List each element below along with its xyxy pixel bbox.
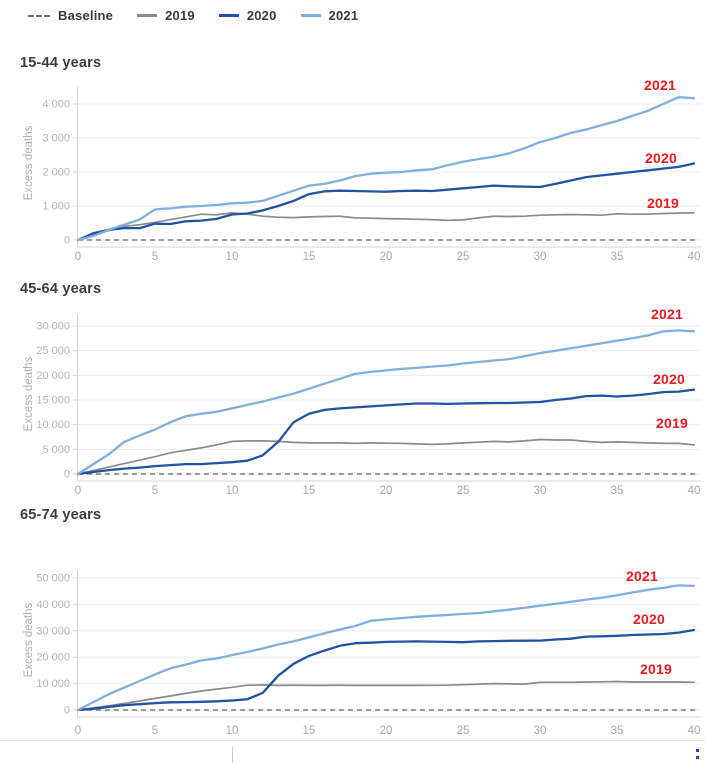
legend-item-2020[interactable]: 2020 [218, 8, 277, 23]
bottom-divider [0, 740, 705, 741]
legend-item-2021[interactable]: 2021 [300, 8, 359, 23]
x-tick-label: 10 [226, 251, 239, 263]
x-tick-label: 0 [75, 485, 81, 497]
line-chart-15-44: 0 1 000 2 000 3 000 4 000 0 5 10 15 20 25 30 35 40 Exc… [23, 86, 701, 263]
line-swatch-2019-icon [137, 14, 158, 17]
y-tick-label: 4 000 [42, 99, 70, 111]
x-tick-label: 30 [534, 251, 547, 263]
footer-tick-mark [232, 746, 233, 763]
x-tick-label: 35 [611, 485, 624, 497]
y-tick-label: 0 [64, 705, 70, 717]
annotation-2021: 2021 [626, 568, 658, 584]
line-chart-45-64: 0 5 000 10 000 15 000 20 000 25 000 30 000 0 5 10… [23, 314, 701, 497]
chart-title-45-64: 45-64 years [20, 281, 102, 297]
y-tick-label: 0 [64, 469, 70, 481]
x-tick-label: 5 [152, 725, 158, 737]
x-tick-label: 20 [380, 251, 393, 263]
x-tick-label: 5 [152, 251, 158, 263]
y-tick-label: 20 000 [36, 370, 70, 382]
x-tick-label: 20 [380, 485, 393, 497]
y-tick-label: 25 000 [36, 345, 70, 357]
x-tick-label: 40 [688, 485, 701, 497]
annotation-2021: 2021 [651, 306, 683, 322]
x-tick-label: 0 [75, 725, 81, 737]
y-axis-title: Excess deaths [23, 356, 35, 431]
x-tick-label: 10 [226, 485, 239, 497]
x-tick-label: 0 [75, 251, 81, 263]
series-line-2020 [76, 388, 696, 476]
x-tick-label: 15 [303, 485, 316, 497]
legend-label: 2021 [328, 8, 359, 23]
y-tick-label: 3 000 [42, 133, 70, 145]
annotation-2020: 2020 [645, 150, 677, 166]
x-tick-label: 40 [688, 725, 701, 737]
annotation-2019: 2019 [656, 415, 688, 431]
y-tick-label: 30 000 [36, 321, 70, 333]
x-tick-label: 25 [457, 725, 470, 737]
annotation-2020: 2020 [633, 611, 665, 627]
x-tick-label: 15 [303, 251, 316, 263]
y-tick-label: 30 000 [36, 625, 70, 637]
series-line-2020 [76, 162, 696, 242]
y-tick-label: 2 000 [42, 167, 70, 179]
legend-item-2019[interactable]: 2019 [137, 8, 195, 23]
series-line-2019 [77, 438, 695, 475]
x-tick-label: 35 [611, 251, 624, 263]
y-tick-label: 5 000 [42, 444, 70, 456]
y-tick-label: 15 000 [36, 395, 70, 407]
x-tick-label: 25 [457, 485, 470, 497]
y-tick-label: 10 000 [36, 419, 70, 431]
x-tick-label: 30 [534, 725, 547, 737]
legend-item-baseline[interactable]: Baseline [28, 8, 113, 23]
legend-label: Baseline [58, 8, 114, 23]
legend-label: 2019 [165, 8, 195, 23]
line-swatch-2020-icon [218, 14, 239, 17]
y-tick-label: 0 [64, 235, 70, 247]
annotation-2019: 2019 [640, 661, 672, 677]
y-axis-title: Excess deaths [23, 125, 35, 200]
x-tick-label: 35 [611, 725, 624, 737]
series-line-2021 [76, 96, 696, 242]
annotation-2019: 2019 [647, 195, 679, 211]
y-tick-label: 1 000 [42, 201, 70, 213]
x-tick-label: 15 [303, 725, 316, 737]
partial-blue-icon [696, 749, 700, 760]
y-axis-title: Excess deaths [23, 602, 35, 677]
chart-title-15-44: 15-44 years [20, 55, 102, 71]
x-tick-label: 25 [457, 251, 470, 263]
series-line-2019 [77, 680, 695, 711]
x-tick-label: 30 [534, 485, 547, 497]
chart-title-65-74: 65-74 years [20, 507, 102, 523]
x-tick-label: 5 [152, 485, 158, 497]
x-tick-label: 10 [226, 725, 239, 737]
series-line-2019 [77, 211, 695, 241]
y-tick-label: 20 000 [36, 652, 70, 664]
x-tick-label: 40 [688, 251, 701, 263]
y-tick-label: 40 000 [36, 599, 70, 611]
baseline-dashed-swatch-icon [28, 14, 50, 17]
line-swatch-2021-icon [300, 14, 321, 17]
y-tick-label: 10 000 [36, 678, 70, 690]
legend-label: 2020 [246, 8, 277, 23]
series-line-2021 [76, 329, 696, 476]
chart-legend: Baseline 2019 2020 2021 [28, 8, 358, 23]
annotation-2021: 2021 [644, 77, 676, 93]
annotation-2020: 2020 [653, 371, 685, 387]
series-line-2021 [76, 584, 696, 712]
y-tick-label: 50 000 [36, 573, 70, 585]
series-line-2020 [76, 628, 696, 712]
x-tick-label: 20 [380, 725, 393, 737]
